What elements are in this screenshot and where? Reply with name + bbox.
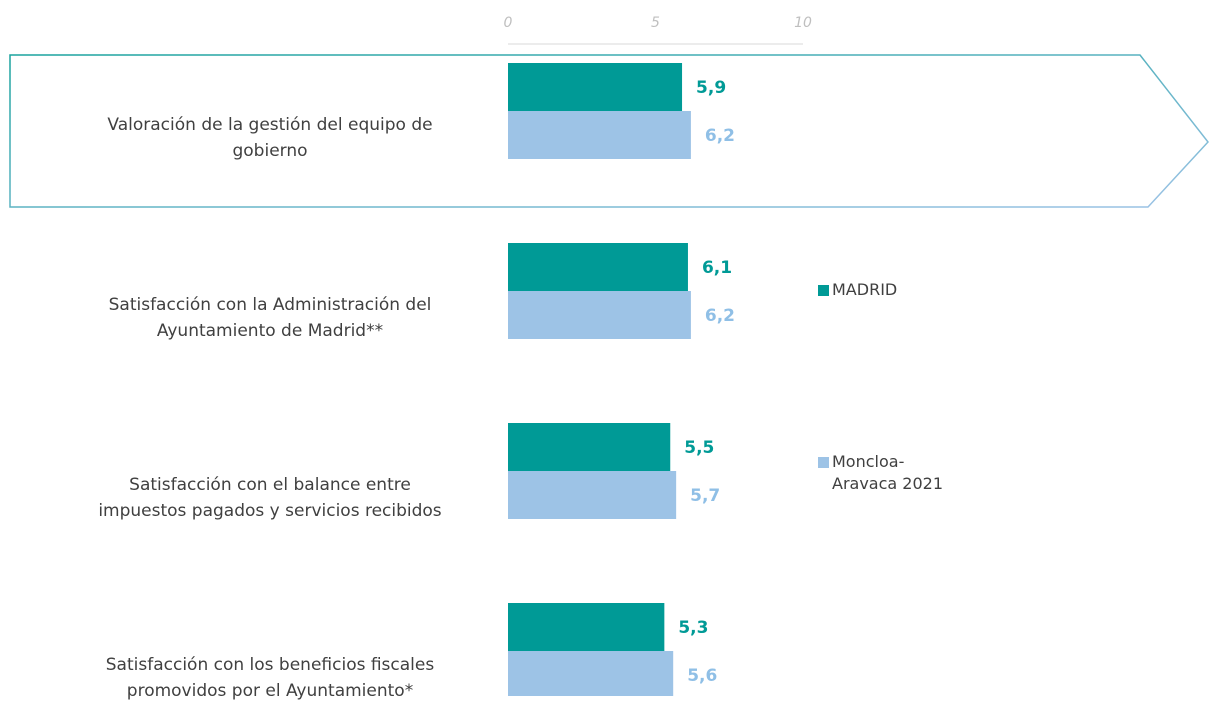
- category-label: Valoración de la gestión del equipo de g…: [107, 115, 433, 161]
- bar: [508, 111, 691, 159]
- value-label: 6,1: [702, 258, 732, 278]
- bar: [508, 651, 674, 696]
- legend-swatch: [818, 285, 829, 296]
- x-tick-label: 10: [794, 15, 812, 31]
- highlight-arrow: [9, 54, 1209, 208]
- category-label: Satisfacción con el balance entre impues…: [98, 475, 442, 521]
- legend-swatch: [818, 457, 829, 468]
- value-label: 5,3: [678, 618, 708, 638]
- bar: [508, 423, 671, 471]
- legend-label: Moncloa-Aravaca 2021: [832, 452, 944, 493]
- value-label: 5,5: [684, 438, 714, 458]
- category-label: Satisfacción con la Administración del A…: [108, 295, 432, 341]
- bar: [508, 471, 677, 519]
- value-label: 5,6: [687, 666, 717, 686]
- value-label: 6,2: [705, 126, 735, 146]
- value-label: 6,2: [705, 306, 735, 326]
- bar: [508, 603, 665, 651]
- bar: [508, 291, 691, 339]
- bar: [508, 63, 683, 111]
- category-label: Satisfacción con los beneficios fiscales…: [105, 655, 435, 701]
- bar: [508, 243, 688, 291]
- value-label: 5,7: [690, 486, 720, 506]
- value-label: 5,9: [696, 78, 726, 98]
- x-tick-label: 0: [504, 15, 513, 31]
- legend-label: MADRID: [832, 280, 898, 299]
- x-tick-label: 5: [651, 15, 660, 31]
